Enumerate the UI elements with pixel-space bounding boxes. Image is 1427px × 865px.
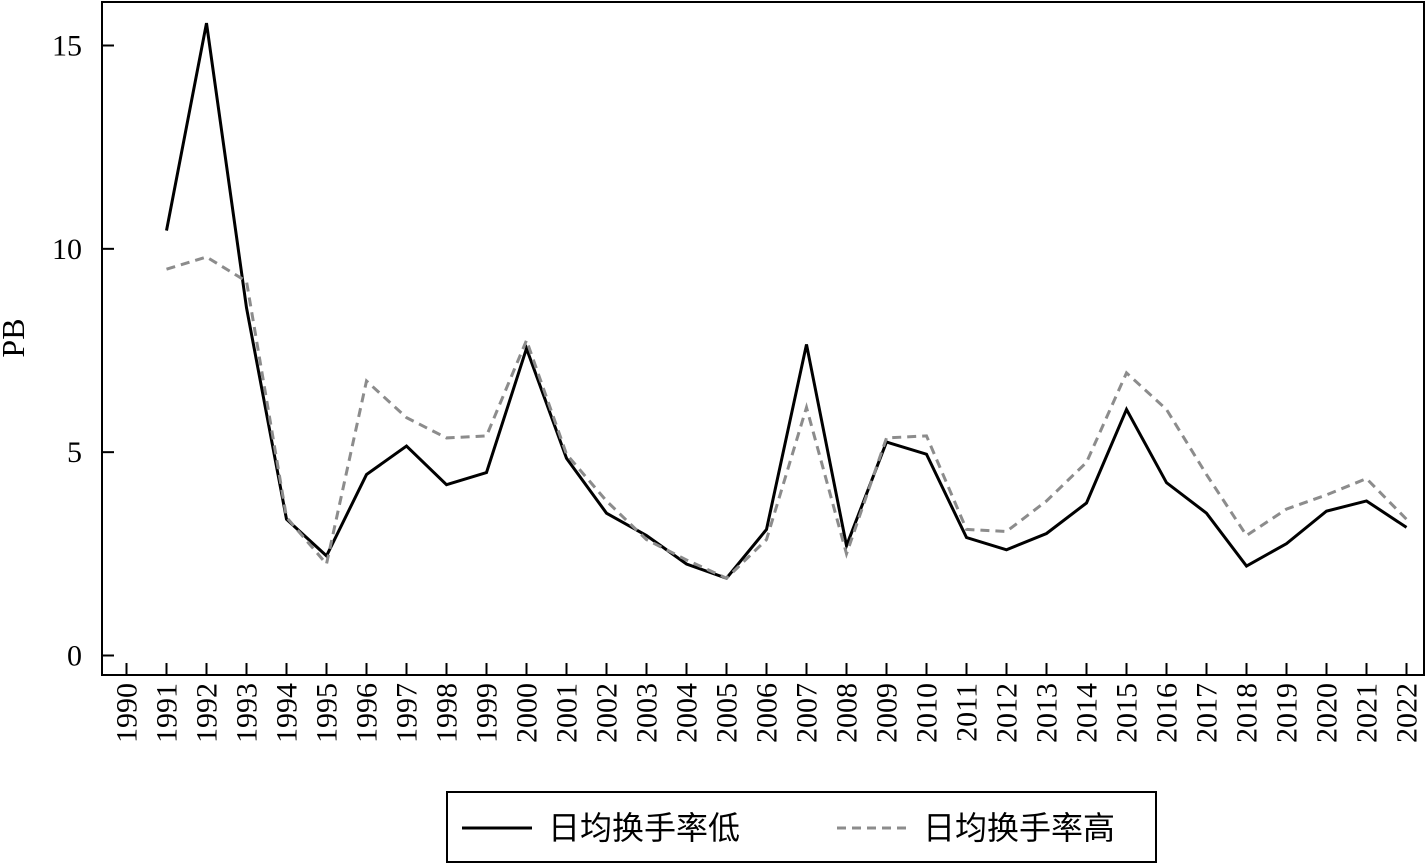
x-tick-label: 2004 <box>671 683 704 743</box>
x-tick-label: 1990 <box>111 683 144 743</box>
x-tick-label: 2008 <box>831 683 864 743</box>
y-tick-label: 0 <box>67 640 82 673</box>
x-axis: 1990 1991 1992 1993 1994 1995 1996 1997 1998 1999… <box>111 663 1424 743</box>
x-tick-label: 2022 <box>1391 683 1424 743</box>
x-tick-label: 2001 <box>551 683 584 743</box>
x-tick-label: 2019 <box>1271 683 1304 743</box>
series-layer <box>165 22 1408 581</box>
x-tick-label: 1995 <box>311 683 344 743</box>
x-tick-label: 1992 <box>191 683 224 743</box>
x-tick-label: 2010 <box>911 683 944 743</box>
legend: 日均换手率低 日均换手率高 <box>446 791 1157 863</box>
x-tick-label: 2014 <box>1071 683 1104 743</box>
x-tick-label: 1997 <box>391 683 424 743</box>
x-tick-label: 1994 <box>271 683 304 743</box>
y-tick-label: 10 <box>52 233 82 266</box>
y-axis: 0 5 10 15 <box>52 30 114 673</box>
x-tick-label: 2016 <box>1151 683 1184 743</box>
legend-label-low: 日均换手率低 <box>548 809 740 847</box>
x-tick-label: 2017 <box>1191 683 1224 743</box>
x-tick-label: 2021 <box>1351 683 1384 743</box>
x-tick-label: 2011 <box>951 683 984 742</box>
series-line-low-turnover <box>165 22 1408 581</box>
x-tick-label: 2018 <box>1231 683 1264 743</box>
x-tick-label: 2003 <box>631 683 664 743</box>
x-tick-label: 1991 <box>151 683 184 743</box>
x-tick-label: 1998 <box>431 683 464 743</box>
x-tick-label: 2002 <box>591 683 624 743</box>
x-tick-label: 1999 <box>471 683 504 743</box>
plot-area-frame <box>101 1 1425 676</box>
x-tick-label: 2005 <box>711 683 744 743</box>
y-axis-title: PB <box>0 318 31 357</box>
x-tick-label: 2020 <box>1311 683 1344 743</box>
x-tick-label: 2012 <box>991 683 1024 743</box>
x-tick-label: 1996 <box>351 683 384 743</box>
x-tick-label: 1993 <box>231 683 264 743</box>
x-tick-label: 2006 <box>751 683 784 743</box>
y-tick-label: 5 <box>67 436 82 469</box>
x-tick-label: 2000 <box>511 683 544 743</box>
x-tick-label: 2009 <box>871 683 904 743</box>
series-line-high-turnover <box>166 255 1408 581</box>
x-tick-label: 2013 <box>1031 683 1064 743</box>
legend-box <box>446 791 1157 863</box>
x-tick-label: 2015 <box>1111 683 1144 743</box>
y-tick-label: 15 <box>52 30 82 63</box>
x-tick-label: 2007 <box>791 683 824 743</box>
legend-label-high: 日均换手率高 <box>923 809 1115 847</box>
